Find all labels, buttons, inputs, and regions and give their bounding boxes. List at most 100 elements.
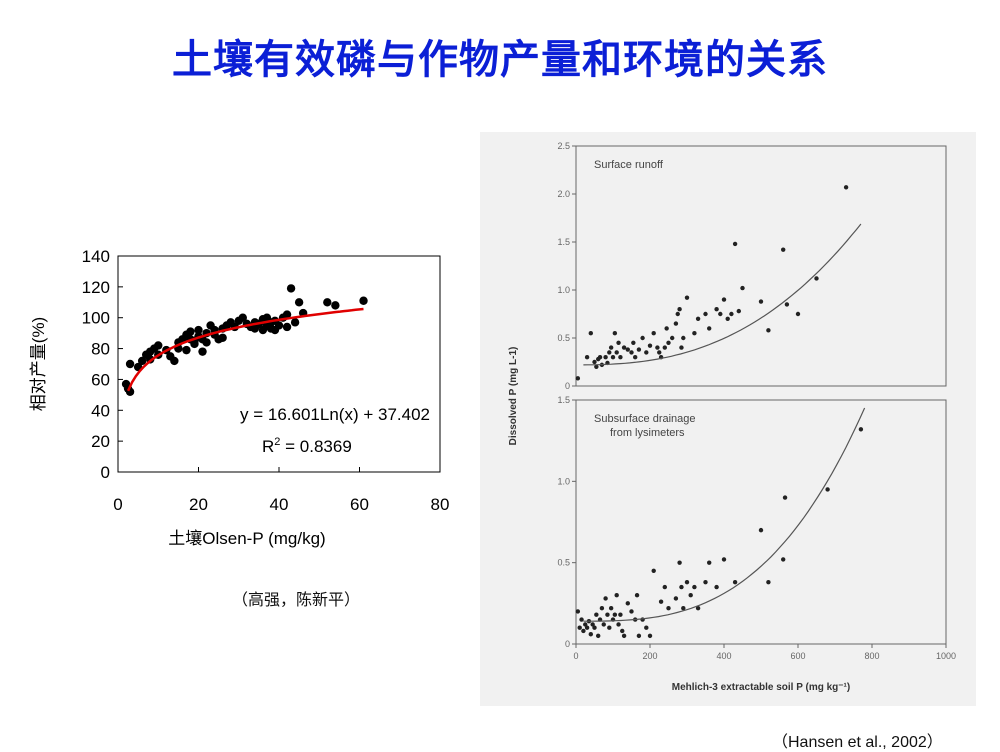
data-point [718, 311, 723, 317]
data-point [137, 356, 147, 366]
data-point [714, 307, 719, 312]
data-point [725, 316, 730, 321]
data-point [784, 302, 790, 307]
data-point [636, 347, 642, 352]
y-tick-label: 20 [91, 432, 110, 451]
y-tick-label: 1.5 [557, 237, 570, 247]
y-tick-label: 0.5 [557, 333, 570, 343]
data-point [758, 527, 764, 533]
data-point [858, 427, 864, 432]
x-tick-label: 20 [189, 495, 208, 514]
data-point [612, 331, 618, 336]
data-point [679, 584, 684, 590]
data-point [781, 247, 786, 252]
x-tick-label: 80 [431, 495, 450, 514]
data-point [814, 276, 819, 281]
data-point [681, 606, 686, 611]
data-point [651, 331, 656, 336]
data-point [625, 601, 630, 606]
data-point [644, 350, 649, 355]
x-tick-label: 0 [573, 651, 578, 661]
data-point [603, 596, 608, 601]
panel-frame [575, 399, 947, 645]
data-point [621, 345, 627, 350]
data-point [621, 633, 627, 639]
data-point [758, 299, 764, 304]
data-point [658, 599, 664, 604]
data-point [673, 321, 679, 326]
y-tick-label: 80 [91, 340, 110, 359]
data-point [673, 596, 679, 601]
data-point [583, 622, 588, 627]
data-point [681, 335, 686, 341]
panel-frame [575, 145, 947, 387]
data-point [614, 593, 619, 598]
yield-vs-olsen-p-chart: 0 20 40 60 80 100 120 140 0 20 40 60 80 土壤Olsen-P (mg… [29, 247, 450, 548]
data-point [607, 625, 612, 630]
data-point [607, 350, 612, 355]
data-point [714, 584, 719, 590]
data-point [825, 487, 830, 492]
data-point [575, 376, 581, 381]
data-point [588, 331, 593, 336]
data-point [679, 345, 684, 350]
data-point [154, 341, 163, 350]
data-point [684, 579, 690, 585]
data-point [692, 331, 697, 336]
data-point [766, 328, 771, 333]
data-point [577, 625, 582, 630]
data-point [629, 350, 634, 355]
data-point [721, 297, 727, 302]
y-tick-label: 1.0 [557, 476, 570, 486]
data-point [688, 593, 693, 598]
data-point [194, 325, 203, 335]
scanned-figure-panel: 0 0.5 1.0 1.5 2.0 2.5 Surface runoff 0 0.5 1.0 1.5… [480, 132, 976, 706]
data-point [170, 356, 179, 366]
data-point [603, 355, 608, 360]
x-axis-label: Mehlich-3 extractable soil P (mg kg⁻¹) [672, 682, 850, 693]
data-point [608, 606, 614, 611]
data-point [612, 612, 618, 617]
x-tick-label: 60 [350, 495, 369, 514]
data-point [647, 633, 653, 639]
data-point [597, 355, 603, 360]
data-point [670, 335, 675, 341]
data-point [644, 625, 649, 630]
data-point [647, 343, 653, 348]
data-point [198, 347, 207, 356]
y-tick-label: 0 [565, 381, 570, 391]
data-point [781, 557, 786, 562]
data-point [703, 579, 708, 585]
data-point [732, 579, 738, 585]
data-point [633, 355, 638, 360]
data-point [579, 617, 584, 622]
data-point [732, 241, 738, 247]
data-point [581, 628, 586, 634]
data-point [584, 355, 590, 360]
r-squared-label: R2 = 0.8369 [262, 436, 352, 456]
y-tick-label: 0 [565, 639, 570, 649]
y-tick-label: 0.5 [557, 558, 570, 568]
data-point [707, 560, 712, 565]
y-tick-label: 120 [82, 278, 110, 297]
data-point [740, 285, 745, 291]
data-point [707, 326, 712, 331]
data-point [625, 347, 630, 352]
data-point [286, 284, 296, 293]
data-point [599, 606, 605, 611]
data-point [590, 622, 595, 627]
data-point [182, 345, 191, 355]
data-point [594, 364, 599, 369]
panel-label-subsurface-line2: from lysimeters [610, 427, 685, 439]
data-point [290, 318, 300, 327]
data-point [662, 345, 667, 350]
data-point [202, 338, 211, 347]
data-point [695, 316, 701, 321]
data-point [274, 321, 284, 330]
y-axis-label: Dissolved P (mg L-1) [508, 347, 519, 446]
data-point [782, 495, 788, 500]
data-point [843, 185, 849, 190]
data-point [601, 622, 606, 627]
data-point [125, 359, 135, 369]
data-point [238, 313, 247, 322]
